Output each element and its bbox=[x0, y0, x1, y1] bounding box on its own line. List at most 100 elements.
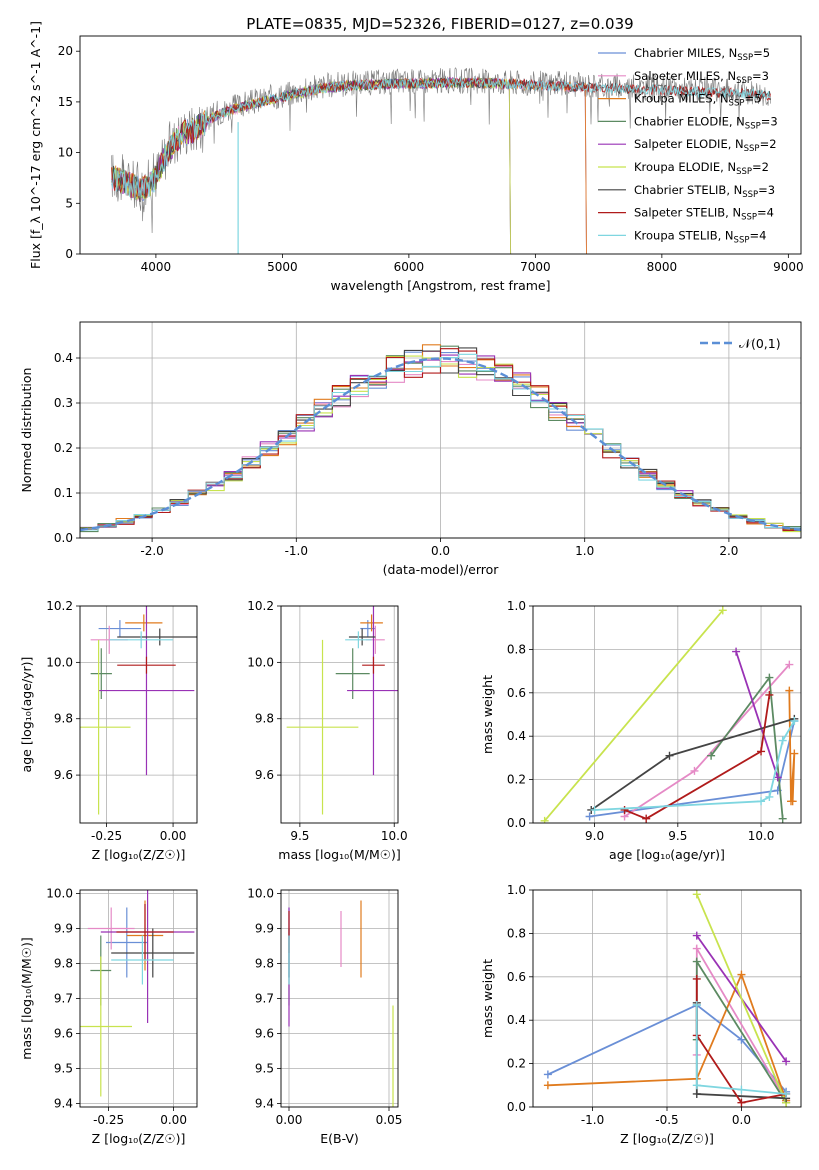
spectrum-ytick-label: 20 bbox=[58, 44, 73, 58]
legend-suffix: =4 bbox=[757, 206, 774, 220]
age-weight-point-marker bbox=[757, 747, 766, 756]
legend-text: Salpeter MILES, N bbox=[634, 69, 736, 83]
z-mass-plot-area bbox=[80, 890, 195, 1097]
panel-z-weight: -1.0 -0.5 0.0 0.0 0.2 0.4 0.6 0.8 1.0 Z [log₁₀(Z/… bbox=[480, 883, 802, 1146]
spectrum-data-line bbox=[111, 67, 771, 234]
ebv-mass-ytick-label: 9.4 bbox=[255, 1097, 274, 1111]
figure-title: PLATE=0835, MJD=52326, FIBERID=0127, z=0… bbox=[246, 15, 633, 33]
ebv-mass-xtick-label: 0.05 bbox=[376, 1113, 403, 1127]
spectrum-model-line bbox=[111, 76, 512, 254]
legend-text: Kroupa STELIB, N bbox=[634, 228, 734, 242]
age-weight-series-line bbox=[624, 694, 771, 820]
z-weight-ytick-label: 0.4 bbox=[507, 1013, 526, 1027]
age-weight-ytick-label: 1.0 bbox=[507, 599, 526, 613]
residuals-xtick-label: -2.0 bbox=[140, 544, 163, 558]
z-age-ytick-label: 9.8 bbox=[54, 712, 73, 726]
age-weight-point-marker bbox=[585, 812, 594, 821]
panel-z-mass: -0.25 0.00 9.4 9.5 9.6 9.7 9.8 9.9 10.0 Z [log₁₀(… bbox=[19, 887, 198, 1146]
z-weight-ytick-label: 0.6 bbox=[507, 970, 526, 984]
spectrum-xtick-label: 8000 bbox=[647, 260, 678, 274]
normal-reference-curve bbox=[80, 357, 801, 532]
age-weight-ytick-label: 0.4 bbox=[507, 729, 526, 743]
age-weight-point-marker bbox=[785, 660, 794, 669]
spectrum-ylabel: Flux [f_λ 10^-17 erg cm^-2 s^-1 A^-1] bbox=[28, 21, 43, 269]
mass-age-ytick-label: 9.6 bbox=[255, 768, 274, 782]
spectrum-ytick-label: 10 bbox=[58, 146, 73, 160]
z-mass-grid bbox=[80, 890, 197, 1107]
legend-subscript: SSP bbox=[744, 144, 760, 154]
age-weight-xlabel: age [log₁₀(age/yr)] bbox=[609, 847, 725, 862]
legend-subscript: SSP bbox=[736, 76, 752, 86]
z-age-ylabel: age [log₁₀(age/yr)] bbox=[19, 657, 34, 773]
z-age-xtick-label: -0.25 bbox=[91, 829, 122, 843]
spectrum-model-line bbox=[111, 77, 587, 254]
legend-subscript: SSP bbox=[734, 235, 750, 245]
spectrum-model-line bbox=[111, 76, 587, 254]
z-weight-ytick-label: 1.0 bbox=[507, 883, 526, 897]
z-weight-point-marker bbox=[543, 1081, 552, 1090]
legend-text: Salpeter STELIB, N bbox=[634, 206, 741, 220]
spectrum-legend-label: Kroupa STELIB, NSSP=4 bbox=[634, 228, 766, 245]
z-weight-xtick-label: -0.5 bbox=[655, 1113, 678, 1127]
legend-subscript: SSP bbox=[737, 53, 753, 63]
mass-age-grid bbox=[281, 605, 398, 823]
age-weight-grid bbox=[533, 605, 801, 824]
residuals-xtick-label: 2.0 bbox=[719, 544, 738, 558]
age-weight-ytick-label: 0.2 bbox=[507, 773, 526, 787]
age-weight-point-marker bbox=[778, 814, 787, 823]
z-weight-ytick-label: 0.0 bbox=[507, 1100, 526, 1114]
mass-age-xtick-label: 10.0 bbox=[381, 829, 408, 843]
ebv-mass-ytick-label: 9.8 bbox=[255, 957, 274, 971]
z-weight-ylabel: mass weight bbox=[480, 959, 495, 1038]
age-weight-point-marker bbox=[785, 686, 794, 695]
age-weight-ytick-label: 0.0 bbox=[507, 816, 526, 830]
legend-suffix: =4 bbox=[749, 228, 766, 242]
residuals-xtick-label: -1.0 bbox=[285, 544, 308, 558]
spectrum-frame bbox=[79, 35, 802, 255]
legend-text: Chabrier MILES, N bbox=[634, 46, 737, 60]
z-weight-point-marker bbox=[782, 1057, 791, 1066]
z-weight-xlabel: Z [log₁₀(Z/Z☉)] bbox=[620, 1131, 714, 1146]
age-weight-point-marker bbox=[620, 805, 629, 814]
panel-ebv-mass: 0.00 0.05 9.4 9.5 9.6 9.7 9.8 9.9 10.0 E(B-V) bbox=[247, 887, 402, 1147]
legend-subscript: SSP bbox=[742, 190, 758, 200]
residual-legend-label: 𝒩(0,1) bbox=[739, 336, 781, 351]
z-mass-xtick-label: 0.00 bbox=[160, 1113, 187, 1127]
z-mass-ytick-label: 9.5 bbox=[54, 1062, 73, 1076]
spectrum-model-line bbox=[111, 76, 587, 254]
ebv-mass-ytick-label: 9.5 bbox=[255, 1062, 274, 1076]
panel-mass-age: 9.5 10.0 9.6 9.8 10.0 10.2 mass [log₁₀(M/M☉)] bbox=[247, 599, 407, 862]
ebv-mass-xtick-label: 0.00 bbox=[276, 1113, 303, 1127]
spectrum-xlabel: wavelength [Angstrom, rest frame] bbox=[330, 278, 550, 293]
age-weight-ytick-label: 0.6 bbox=[507, 686, 526, 700]
spectrum-xtick-label: 4000 bbox=[141, 260, 172, 274]
residuals-ytick-label: 0.2 bbox=[54, 441, 73, 455]
age-weight-xtick-label: 10.0 bbox=[748, 829, 775, 843]
z-mass-ytick-label: 10.0 bbox=[46, 887, 73, 901]
z-weight-series-line bbox=[695, 893, 787, 1104]
z-weight-point-marker bbox=[692, 1089, 701, 1098]
z-weight-point-marker bbox=[692, 931, 701, 940]
z-weight-frame bbox=[532, 889, 802, 1108]
mass-age-plot-area bbox=[286, 606, 398, 815]
z-weight-point-marker bbox=[692, 1001, 701, 1010]
z-weight-grid bbox=[533, 889, 801, 1108]
age-weight-point-marker bbox=[765, 690, 774, 699]
z-mass-ytick-label: 9.9 bbox=[54, 922, 73, 936]
z-mass-ylabel: mass [log₁₀(M/M☉)] bbox=[19, 937, 34, 1059]
ebv-mass-plot-area bbox=[288, 900, 394, 1107]
age-weight-ytick-label: 0.8 bbox=[507, 642, 526, 656]
spectrum-model-line bbox=[111, 77, 512, 254]
age-weight-frame bbox=[532, 605, 802, 824]
z-weight-series-line bbox=[695, 1005, 787, 1095]
z-mass-ytick-label: 9.8 bbox=[54, 957, 73, 971]
z-mass-ytick-label: 9.6 bbox=[54, 1027, 73, 1041]
residuals-frame bbox=[79, 321, 802, 539]
z-weight-point-marker bbox=[543, 1070, 552, 1079]
residuals-xlabel: (data-model)/error bbox=[383, 562, 500, 577]
z-age-xlabel: Z [log₁₀(Z/Z☉)] bbox=[92, 847, 186, 862]
age-weight-point-marker bbox=[788, 797, 797, 806]
z-weight-point-marker bbox=[737, 1098, 746, 1107]
spectrum-legend-label: Salpeter MILES, NSSP=3 bbox=[634, 69, 769, 86]
residuals-xtick-label: 1.0 bbox=[575, 544, 594, 558]
